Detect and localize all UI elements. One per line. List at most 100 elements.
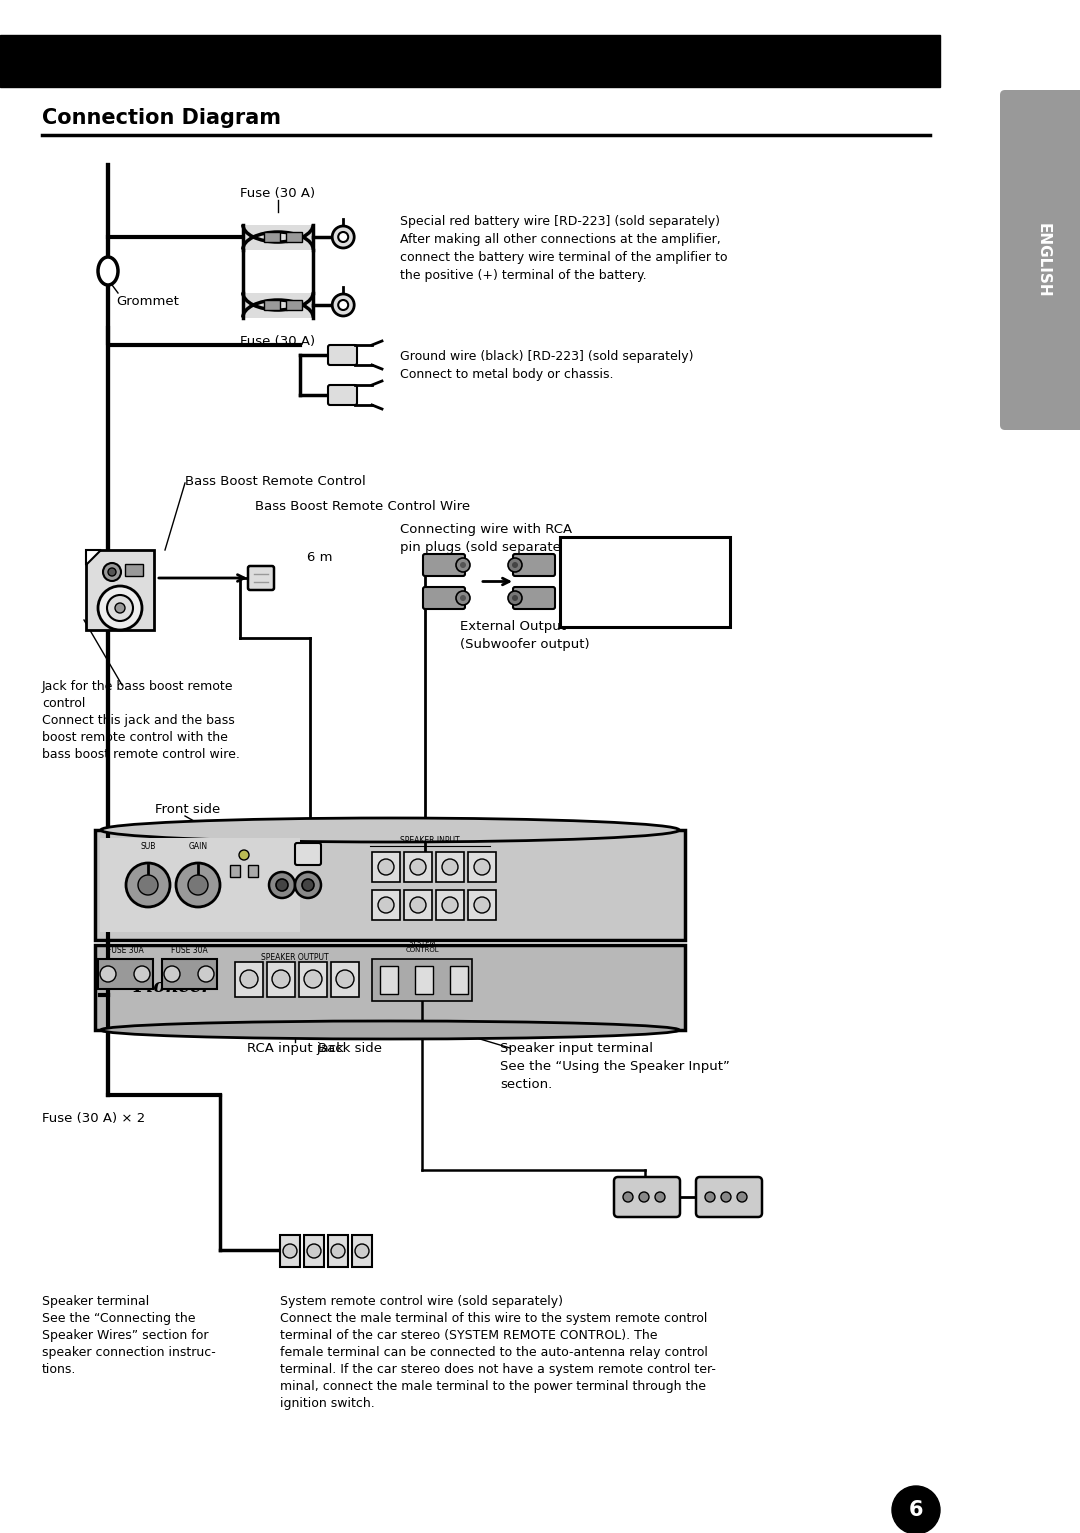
Text: (Subwoofer output): (Subwoofer output): [460, 638, 590, 652]
Bar: [125, 564, 143, 576]
Circle shape: [338, 231, 348, 242]
Circle shape: [410, 897, 426, 914]
Bar: [415, 966, 433, 993]
Circle shape: [460, 563, 465, 569]
Circle shape: [188, 875, 208, 895]
Text: Jack for the bass boost remote: Jack for the bass boost remote: [42, 681, 233, 693]
Circle shape: [460, 595, 465, 601]
Circle shape: [239, 849, 249, 860]
Text: control: control: [42, 698, 85, 710]
Circle shape: [114, 602, 125, 613]
Text: System remote control wire (sold separately): System remote control wire (sold separat…: [280, 1295, 563, 1308]
Bar: [352, 1236, 372, 1266]
Text: SUB: SUB: [140, 842, 156, 851]
Bar: [95, 829, 685, 940]
Circle shape: [330, 1243, 345, 1259]
Circle shape: [100, 966, 116, 983]
Text: Connecting wire with RCA: Connecting wire with RCA: [400, 523, 572, 537]
Text: connect the battery wire terminal of the amplifier to: connect the battery wire terminal of the…: [400, 251, 728, 264]
Text: FUSE 30A: FUSE 30A: [107, 946, 144, 955]
Circle shape: [721, 1193, 731, 1202]
Bar: [243, 224, 313, 250]
Text: Fuse (30 A): Fuse (30 A): [241, 187, 315, 199]
Text: ENGLISH: ENGLISH: [1036, 222, 1051, 297]
Circle shape: [378, 897, 394, 914]
Bar: [303, 1236, 324, 1266]
Text: 6 m: 6 m: [307, 550, 333, 564]
Text: Bass Boost Remote Control: Bass Boost Remote Control: [185, 475, 366, 487]
Circle shape: [98, 586, 141, 630]
Circle shape: [442, 897, 458, 914]
Bar: [372, 960, 472, 1001]
Text: female terminal can be connected to the auto-antenna relay control: female terminal can be connected to the …: [280, 1346, 707, 1358]
Bar: [561, 537, 730, 627]
Circle shape: [336, 970, 354, 987]
Circle shape: [456, 558, 470, 572]
Text: section.: section.: [500, 1078, 552, 1091]
Circle shape: [508, 558, 522, 572]
Circle shape: [639, 1193, 649, 1202]
FancyBboxPatch shape: [295, 843, 321, 865]
Bar: [248, 865, 258, 877]
Circle shape: [378, 858, 394, 875]
Text: SPEAKER OUTPUT: SPEAKER OUTPUT: [261, 954, 328, 963]
Text: Car stereo with: Car stereo with: [594, 567, 696, 581]
Text: Connection Diagram: Connection Diagram: [42, 107, 281, 127]
Circle shape: [303, 970, 322, 987]
FancyBboxPatch shape: [248, 566, 274, 590]
Bar: [436, 852, 464, 881]
Text: Connect to metal body or chassis.: Connect to metal body or chassis.: [400, 368, 613, 382]
FancyBboxPatch shape: [328, 385, 357, 405]
Circle shape: [108, 569, 116, 576]
Circle shape: [176, 863, 220, 908]
Bar: [404, 852, 432, 881]
Bar: [264, 300, 280, 310]
FancyBboxPatch shape: [615, 1177, 680, 1217]
Text: Connect this jack and the bass: Connect this jack and the bass: [42, 714, 234, 727]
Ellipse shape: [98, 258, 118, 285]
Bar: [436, 891, 464, 920]
FancyBboxPatch shape: [513, 587, 555, 609]
Circle shape: [103, 563, 121, 581]
Circle shape: [892, 1485, 940, 1533]
Circle shape: [737, 1193, 747, 1202]
FancyBboxPatch shape: [513, 553, 555, 576]
Text: pin plugs (sold separately).: pin plugs (sold separately).: [400, 541, 582, 553]
Bar: [372, 891, 400, 920]
Text: Speaker Wires” section for: Speaker Wires” section for: [42, 1329, 208, 1341]
Text: GAIN: GAIN: [188, 842, 207, 851]
Text: Front side: Front side: [156, 803, 220, 816]
Bar: [286, 300, 302, 310]
Circle shape: [410, 858, 426, 875]
Circle shape: [512, 595, 518, 601]
Polygon shape: [86, 550, 102, 566]
Text: SPEAKER INPUT: SPEAKER INPUT: [401, 835, 460, 845]
Circle shape: [355, 1243, 369, 1259]
Bar: [1010, 95, 1080, 425]
Bar: [264, 231, 280, 242]
Circle shape: [338, 300, 348, 310]
Circle shape: [107, 595, 133, 621]
Bar: [330, 963, 359, 996]
Text: See the “Connecting the: See the “Connecting the: [42, 1312, 195, 1325]
Circle shape: [283, 1243, 297, 1259]
Text: terminal of the car stereo (SYSTEM REMOTE CONTROL). The: terminal of the car stereo (SYSTEM REMOT…: [280, 1329, 658, 1341]
Circle shape: [333, 294, 354, 316]
FancyBboxPatch shape: [423, 553, 465, 576]
Circle shape: [138, 875, 158, 895]
Ellipse shape: [100, 819, 679, 842]
Circle shape: [240, 970, 258, 987]
Bar: [286, 231, 302, 242]
Circle shape: [512, 563, 518, 569]
Text: terminal. If the car stereo does not have a system remote control ter-: terminal. If the car stereo does not hav…: [280, 1363, 716, 1377]
Text: boost remote control with the: boost remote control with the: [42, 731, 228, 744]
Bar: [230, 865, 240, 877]
Circle shape: [164, 966, 180, 983]
Circle shape: [276, 878, 288, 891]
Bar: [235, 963, 264, 996]
Bar: [243, 293, 313, 317]
Circle shape: [474, 897, 490, 914]
Circle shape: [442, 858, 458, 875]
Circle shape: [654, 1193, 665, 1202]
Ellipse shape: [100, 1021, 679, 1039]
